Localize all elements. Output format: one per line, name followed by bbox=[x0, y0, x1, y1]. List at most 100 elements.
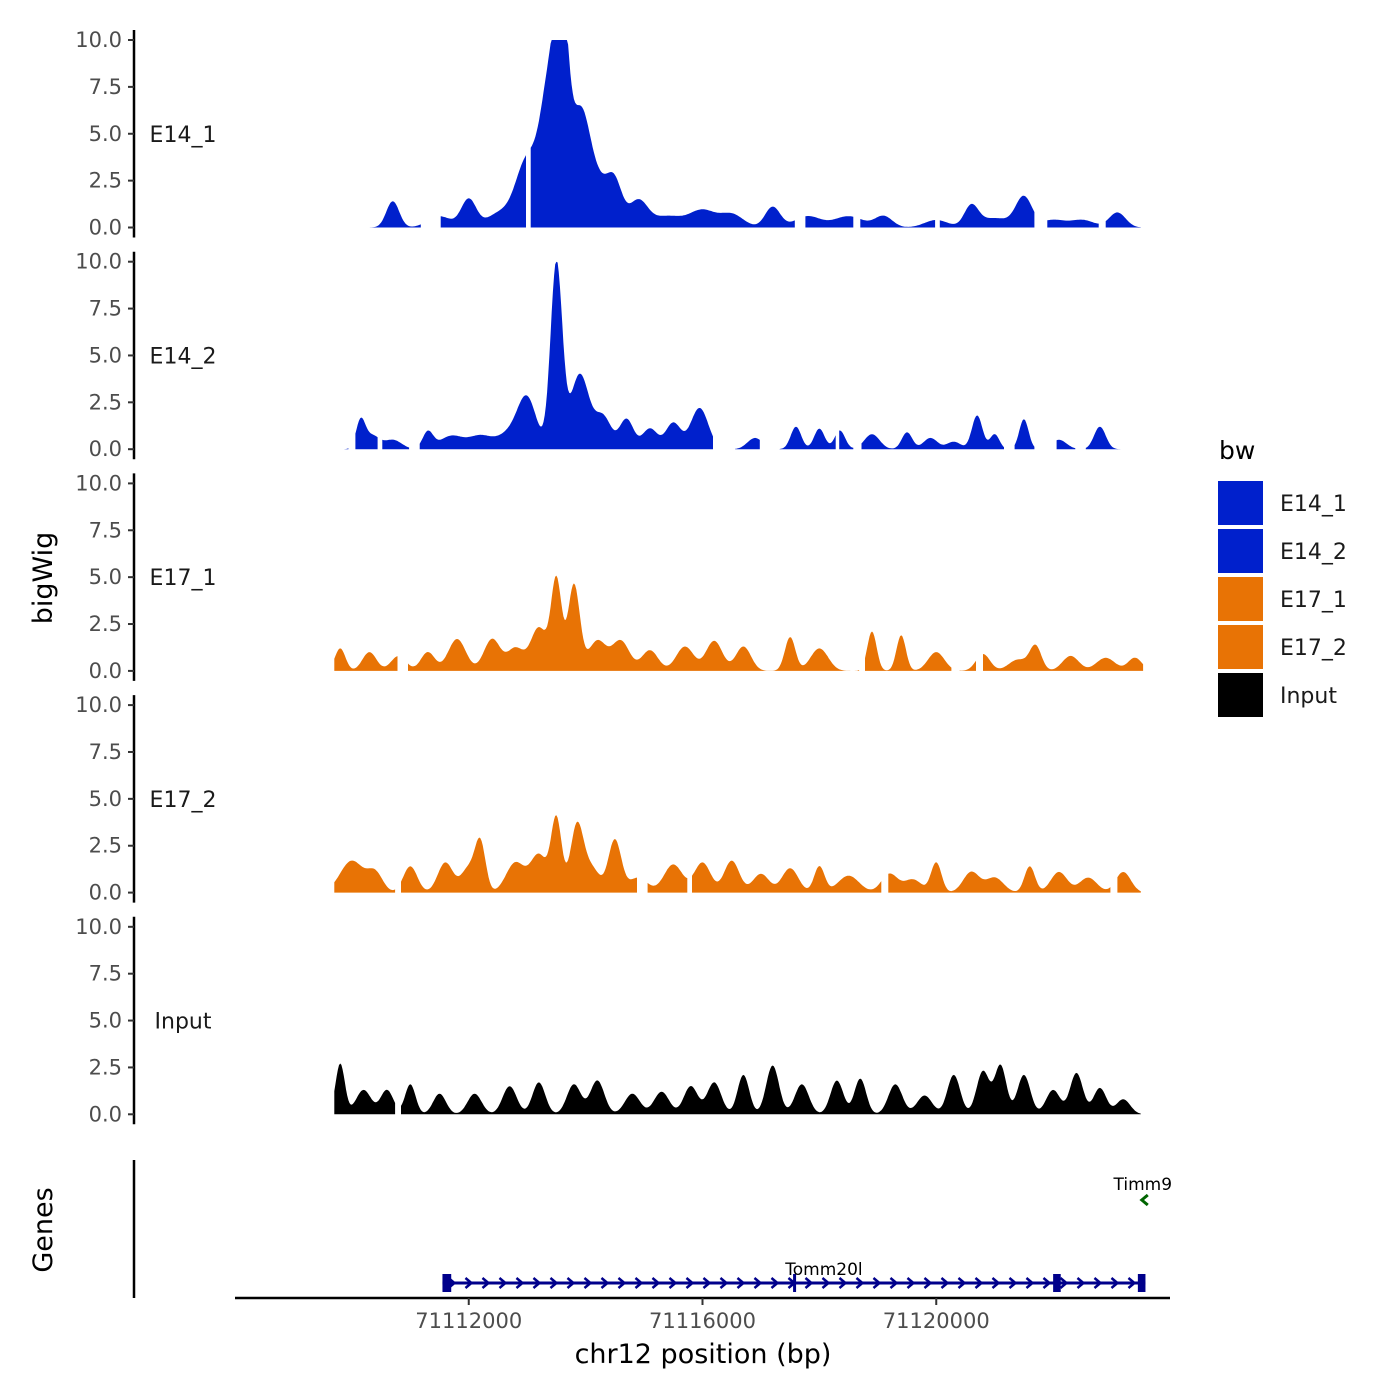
y-tick-label: 2.5 bbox=[89, 1055, 122, 1079]
exon-block bbox=[793, 1274, 797, 1292]
track-e14_2: 0.0 2.5 5.0 7.5 10.0 E14_2 bbox=[75, 250, 1123, 461]
track-label: Input bbox=[155, 1010, 212, 1035]
strand-arrow bbox=[923, 1277, 933, 1289]
strand-arrow bbox=[515, 1277, 525, 1289]
gene-tomm20l: Tomm20l bbox=[442, 1260, 1146, 1292]
x-tick-label: 71120000 bbox=[883, 1309, 990, 1333]
strand-arrow bbox=[1139, 1193, 1149, 1207]
legend-swatch-e17_1 bbox=[1218, 577, 1263, 621]
strand-arrow bbox=[1076, 1277, 1086, 1289]
legend-swatch-e14_1 bbox=[1218, 481, 1263, 525]
track-input: 0.0 2.5 5.0 7.5 10.0 Input bbox=[75, 915, 1141, 1126]
gene-name-label: Tomm20l bbox=[784, 1260, 862, 1280]
exon-block bbox=[1137, 1274, 1146, 1292]
strand-arrow bbox=[1093, 1277, 1103, 1289]
y-tick-label: 5.0 bbox=[89, 565, 122, 589]
signal-area-e14_1 bbox=[334, 40, 1141, 228]
y-tick-label: 0.0 bbox=[89, 216, 122, 240]
strand-arrow bbox=[617, 1277, 627, 1289]
y-tick-label: 10.0 bbox=[75, 693, 122, 717]
gene-timm9: Timm9 bbox=[1113, 1175, 1173, 1207]
track-label: E17_1 bbox=[150, 566, 217, 591]
y-tick-label: 7.5 bbox=[89, 740, 122, 764]
y-tick-label: 5.0 bbox=[89, 343, 122, 367]
y-tick-label: 7.5 bbox=[89, 518, 122, 542]
y-tick-label: 2.5 bbox=[89, 390, 122, 414]
strand-arrow bbox=[821, 1277, 831, 1289]
y-tick-label: 0.0 bbox=[89, 1102, 122, 1126]
strand-arrow bbox=[736, 1277, 746, 1289]
y-tick-label: 7.5 bbox=[89, 297, 122, 321]
gene-track: Tomm20l Timm9 bbox=[132, 1160, 1173, 1298]
legend-label: E14_2 bbox=[1280, 540, 1347, 565]
strand-arrow bbox=[634, 1277, 644, 1289]
strand-arrow bbox=[1008, 1277, 1018, 1289]
signal-area-e14_2 bbox=[334, 261, 1123, 450]
gene-name-label: Timm9 bbox=[1113, 1175, 1173, 1195]
exon-block bbox=[1053, 1274, 1061, 1292]
y-tick-label: 10.0 bbox=[75, 915, 122, 939]
strand-arrow bbox=[481, 1277, 491, 1289]
strand-arrow bbox=[719, 1277, 729, 1289]
y-tick-label: 2.5 bbox=[89, 834, 122, 858]
strand-arrow bbox=[702, 1277, 712, 1289]
strand-arrow bbox=[855, 1277, 865, 1289]
track-e17_1: 0.0 2.5 5.0 7.5 10.0 E17_1 bbox=[75, 471, 1144, 683]
track-label: E17_2 bbox=[150, 788, 217, 813]
legend-swatch-e17_2 bbox=[1218, 625, 1263, 669]
strand-arrow bbox=[549, 1277, 559, 1289]
strand-arrow bbox=[651, 1277, 661, 1289]
y-tick-label: 2.5 bbox=[89, 612, 122, 636]
strand-arrow bbox=[940, 1277, 950, 1289]
strand-arrow bbox=[600, 1277, 610, 1289]
bigwig-tracks: 0.0 2.5 5.0 7.5 10.0 E14_1 0.0 2.5 5.0 7.5 10.0 E14… bbox=[75, 28, 1144, 1126]
strand-arrow bbox=[770, 1277, 780, 1289]
strand-arrow bbox=[889, 1277, 899, 1289]
strand-arrow bbox=[464, 1277, 474, 1289]
y-tick-label: 0.0 bbox=[89, 659, 122, 683]
strand-arrow bbox=[498, 1277, 508, 1289]
track-label: E14_1 bbox=[150, 123, 217, 148]
track-label: E14_2 bbox=[150, 344, 217, 369]
strand-arrow bbox=[1110, 1277, 1120, 1289]
signal-area-e17_1 bbox=[334, 575, 1144, 671]
signal-area-e17_2 bbox=[334, 815, 1141, 893]
y-tick-label: 7.5 bbox=[89, 75, 122, 99]
x-tick-label: 71116000 bbox=[649, 1309, 756, 1333]
signal-area-input bbox=[334, 1063, 1141, 1115]
strand-arrow bbox=[974, 1277, 984, 1289]
strand-arrow bbox=[668, 1277, 678, 1289]
y-tick-label: 0.0 bbox=[89, 437, 122, 461]
y-tick-label: 5.0 bbox=[89, 1009, 122, 1033]
y-tick-label: 10.0 bbox=[75, 250, 122, 274]
track-e14_1: 0.0 2.5 5.0 7.5 10.0 E14_1 bbox=[75, 28, 1141, 240]
legend-swatch-e14_2 bbox=[1218, 529, 1263, 573]
legend-label: E14_1 bbox=[1280, 492, 1347, 517]
x-tick-label: 71112000 bbox=[415, 1309, 522, 1333]
track-e17_2: 0.0 2.5 5.0 7.5 10.0 E17_2 bbox=[75, 693, 1141, 905]
genes-axis-title: Genes bbox=[28, 1187, 59, 1272]
legend-label: Input bbox=[1280, 684, 1337, 709]
y-tick-label: 5.0 bbox=[89, 122, 122, 146]
strand-arrow bbox=[532, 1277, 542, 1289]
strand-arrow bbox=[957, 1277, 967, 1289]
strand-arrow bbox=[906, 1277, 916, 1289]
strand-arrow bbox=[583, 1277, 593, 1289]
x-axis-title: chr12 position (bp) bbox=[575, 1339, 832, 1370]
legend: bw E14_1 E14_2 E17_1 E17_2 Input bbox=[1218, 436, 1347, 717]
strand-arrow bbox=[838, 1277, 848, 1289]
y-tick-label: 2.5 bbox=[89, 169, 122, 193]
y-tick-label: 7.5 bbox=[89, 962, 122, 986]
exon-block bbox=[442, 1274, 452, 1292]
y-tick-label: 0.0 bbox=[89, 881, 122, 905]
strand-arrow bbox=[1042, 1277, 1052, 1289]
strand-arrow bbox=[753, 1277, 763, 1289]
y-tick-label: 10.0 bbox=[75, 471, 122, 495]
strand-arrow bbox=[1127, 1277, 1137, 1289]
legend-label: E17_2 bbox=[1280, 636, 1347, 661]
x-axis: 71112000 71116000 71120000 bbox=[235, 1296, 1170, 1333]
legend-title: bw bbox=[1219, 436, 1255, 465]
strand-arrow bbox=[685, 1277, 695, 1289]
strand-arrow bbox=[804, 1277, 814, 1289]
